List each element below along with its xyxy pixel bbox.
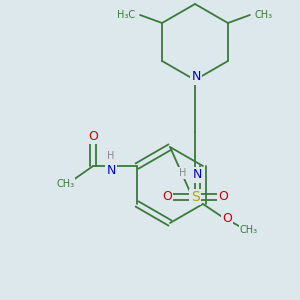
Text: O: O: [218, 190, 228, 203]
Text: H₃C: H₃C: [117, 10, 135, 20]
Text: O: O: [162, 190, 172, 203]
Text: N: N: [106, 164, 116, 176]
Text: S: S: [190, 190, 200, 204]
Text: H: H: [179, 168, 187, 178]
Text: CH₃: CH₃: [56, 179, 74, 189]
Text: O: O: [88, 130, 98, 142]
Text: O: O: [222, 212, 232, 224]
Text: N: N: [191, 70, 201, 83]
Text: CH₃: CH₃: [255, 10, 273, 20]
Text: N: N: [192, 169, 202, 182]
Text: H: H: [107, 151, 115, 161]
Text: CH₃: CH₃: [240, 225, 258, 235]
